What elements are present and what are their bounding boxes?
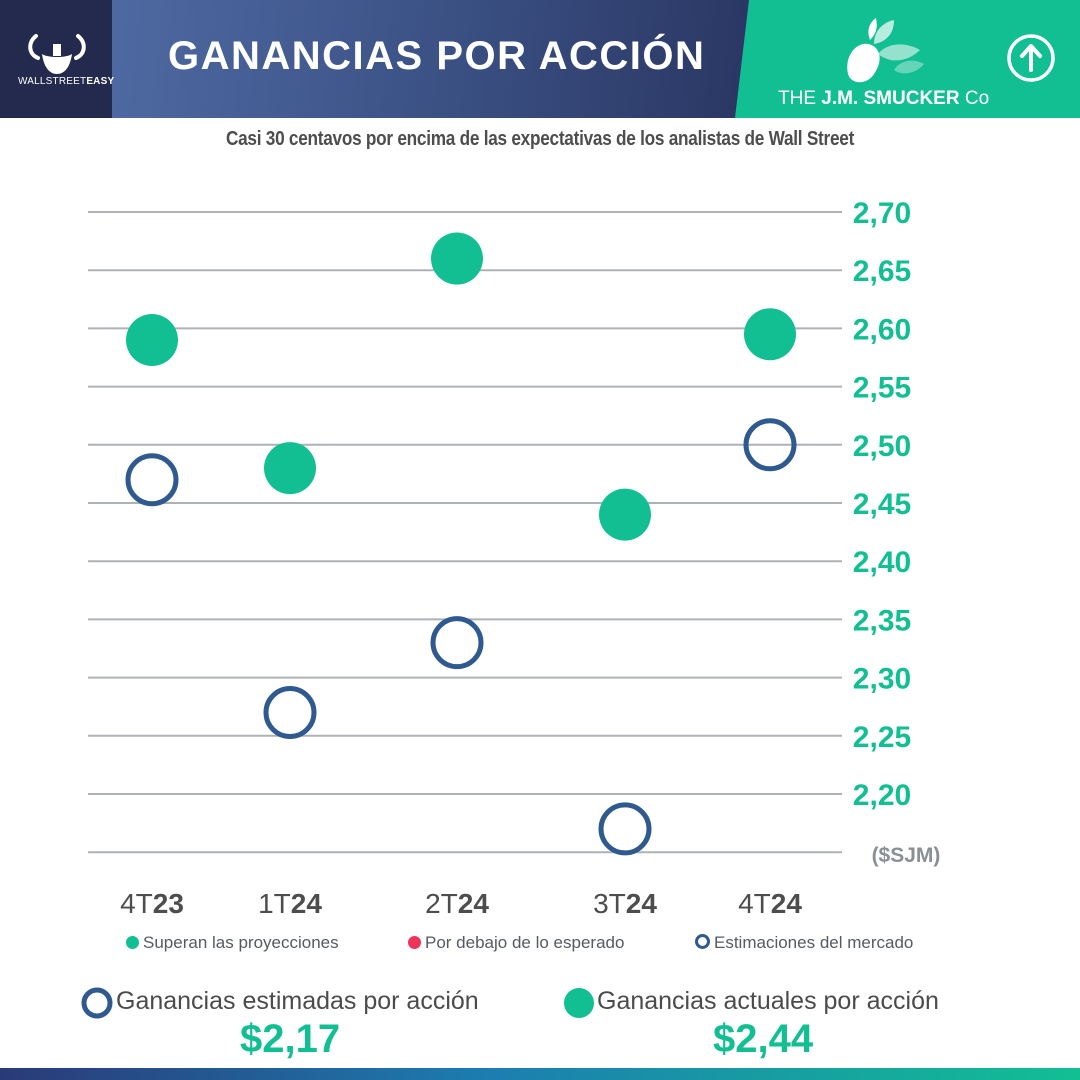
company-panel [735, 0, 1080, 118]
actual-eps-point [126, 314, 178, 367]
x-category-label: 1T24 [258, 888, 322, 919]
y-tick-label: 2,30 [853, 663, 911, 696]
leaf-logo-icon [847, 18, 924, 83]
estimated-eps-point [430, 616, 484, 670]
eps-scatter-chart: 2,70 2,65 2,60 2,55 2,50 2,45 2,40 2,35 2,30 2,25… [88, 197, 941, 919]
y-tick-label: 2,20 [853, 779, 911, 812]
legend-item-miss: Por debajo de lo esperado [408, 933, 624, 953]
x-category-label: 4T24 [738, 888, 802, 919]
grid-layer [88, 211, 842, 854]
y-tick-label: 2,25 [853, 721, 911, 754]
actual-dot-icon [564, 988, 594, 1018]
estimated-eps-point [598, 802, 652, 856]
y-tick-label: 2,50 [853, 430, 911, 463]
y-tick-label: 2,40 [853, 546, 911, 579]
y-tick-label: 2,45 [853, 488, 911, 521]
legend-filled-green-dot [126, 936, 139, 949]
actual-eps-point [744, 308, 796, 361]
y-tick-label: 2,35 [853, 604, 911, 637]
bottom-accent-bar [0, 1068, 1080, 1080]
chart-subtitle: Casi 30 centavos por encima de las expec… [225, 128, 855, 150]
estimate-circle-icon [81, 987, 113, 1019]
estimated-eps-label: Ganancias estimadas por acción [116, 987, 479, 1015]
legend-filled-red-dot [408, 936, 421, 949]
actual-eps-point [599, 488, 651, 541]
y-tick-label: 2,65 [853, 255, 911, 288]
y-tick-label: 2,55 [853, 372, 911, 405]
company-name: THE J.M. SMUCKER Co [778, 88, 990, 109]
actual-eps-value: $2,44 [713, 1017, 814, 1061]
y-unit-label: ($SJM) [872, 844, 941, 867]
x-category-label: 2T24 [425, 888, 489, 919]
legend-item-beat: Superan las proyecciones [126, 933, 339, 953]
brand-name: WALLSTREETEASY [18, 76, 115, 87]
legend-hollow-circle [695, 934, 710, 949]
arrow-up-icon[interactable] [1006, 33, 1056, 83]
x-category-label: 3T24 [593, 888, 657, 919]
estimated-eps-point [743, 418, 797, 472]
estimated-eps-point [263, 686, 317, 740]
y-tick-label: 2,60 [853, 313, 911, 346]
page-title: GANANCIAS POR ACCIÓN [168, 34, 706, 78]
x-category-label: 4T23 [120, 888, 184, 919]
actual-eps-point [264, 442, 316, 495]
estimated-eps-value: $2,17 [240, 1017, 341, 1061]
y-tick-labels: 2,70 2,65 2,60 2,55 2,50 2,45 2,40 2,35 2,30 2,25… [853, 197, 911, 812]
bull-logo-icon [28, 34, 86, 74]
y-tick-label: 2,70 [853, 197, 911, 230]
data-points [125, 232, 797, 856]
actual-eps-point [431, 232, 483, 285]
header: WALLSTREETEASY GANANCIAS POR ACCIÓN THE … [0, 0, 1080, 118]
estimated-eps-point [125, 453, 179, 507]
legend-item-estimate: Estimaciones del mercado [695, 933, 913, 953]
actual-eps-label: Ganancias actuales por acción [597, 987, 939, 1015]
x-category-labels: 4T23 1T24 2T24 3T24 4T24 [120, 888, 802, 919]
